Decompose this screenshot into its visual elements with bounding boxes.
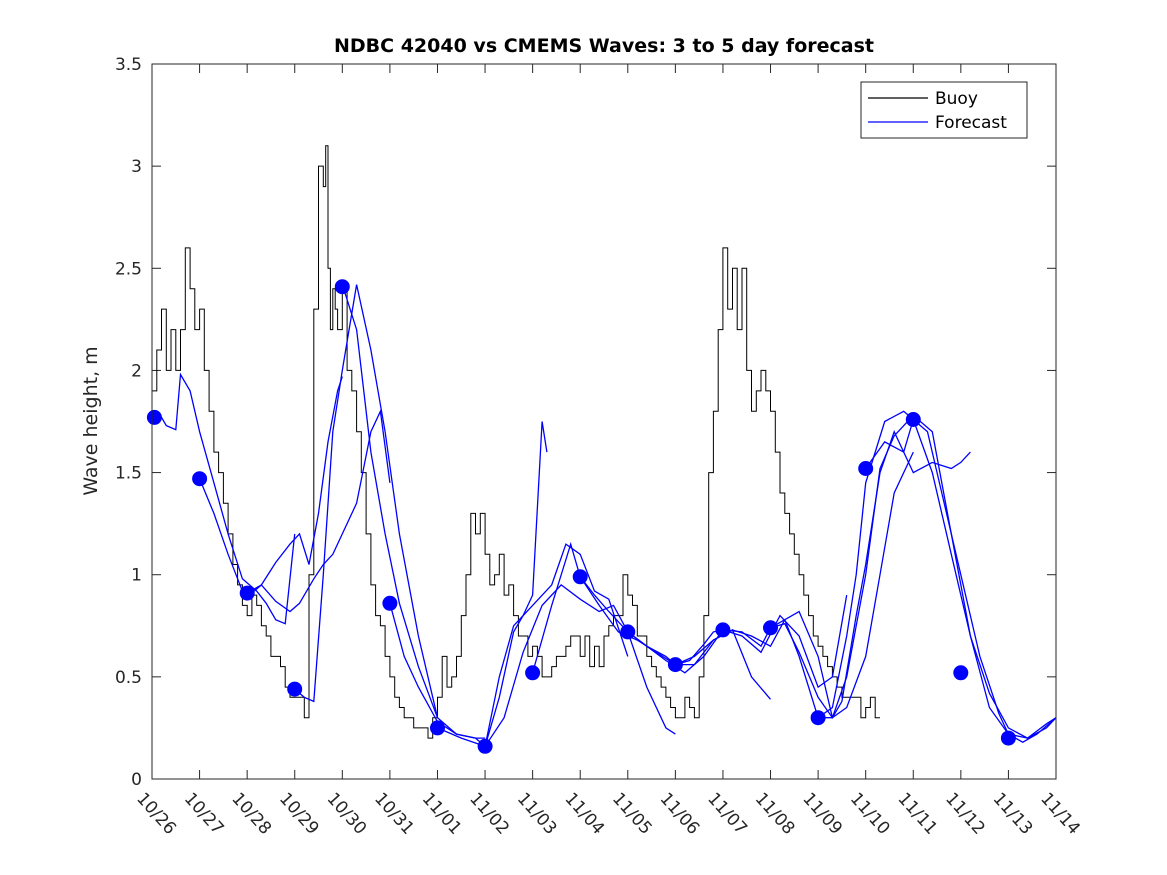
- forecast-run-line-15: [817, 410, 1057, 739]
- legend-buoy-label: Buoy: [935, 89, 978, 109]
- forecast-run-line-4: [294, 284, 439, 718]
- forecast-marker: [287, 681, 303, 697]
- forecast-marker: [715, 622, 731, 638]
- forecast-marker: [763, 620, 778, 636]
- y-axis-label: Wave height, m: [80, 346, 102, 495]
- y-tick-label: 2.5: [115, 259, 142, 279]
- chart-title: NDBC 42040 vs CMEMS Waves: 3 to 5 day fo…: [334, 35, 874, 57]
- forecast-marker: [192, 471, 208, 487]
- legend: Buoy Forecast: [860, 81, 1028, 139]
- plot-frame: [151, 63, 1057, 780]
- forecast-marker: [905, 412, 921, 427]
- forecast-marker: [382, 595, 398, 611]
- legend-forecast-label: Forecast: [935, 113, 1007, 133]
- forecast-marker: [667, 657, 683, 673]
- buoy-series-line: [152, 145, 880, 739]
- forecast-marker: [477, 738, 493, 754]
- y-tick-label: 0: [131, 770, 142, 790]
- y-tick-label: 0.5: [115, 668, 142, 688]
- y-tick-label: 3: [131, 157, 142, 177]
- forecast-marker: [1000, 730, 1016, 746]
- forecast-run-line-1: [151, 372, 296, 625]
- forecast-marker: [858, 461, 874, 476]
- forecast-marker: [810, 710, 826, 726]
- forecast-marker: [239, 585, 255, 601]
- legend-box: [860, 81, 1028, 139]
- forecast-run-line-2: [198, 376, 343, 594]
- forecast-run-line-8: [484, 584, 676, 747]
- y-tick-label: 3.5: [115, 55, 142, 75]
- y-tick-labels: 0 0.5 1 1.5 2 2.5 3 3.5: [115, 55, 142, 790]
- forecast-marker: [334, 279, 350, 295]
- forecast-marker: [525, 665, 541, 681]
- forecast-markers: [146, 279, 1016, 754]
- forecast-marker: [146, 409, 162, 425]
- y-tick-label: 1.5: [115, 464, 142, 484]
- forecast-marker: [430, 720, 445, 736]
- forecast-run-line-11: [627, 594, 848, 689]
- forecast-marker: [953, 665, 969, 681]
- y-tick-label: 2: [131, 361, 142, 381]
- y-tick-label: 1: [131, 566, 142, 586]
- forecast-run-line-3: [246, 409, 391, 613]
- forecast-marker: [620, 624, 636, 640]
- forecast-marker: [572, 569, 588, 585]
- forecast-run-line-16: [865, 418, 1057, 743]
